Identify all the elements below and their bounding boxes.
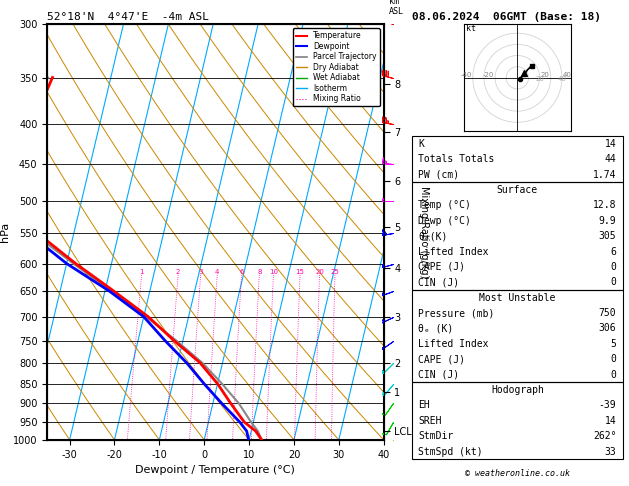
Text: Totals Totals: Totals Totals — [418, 154, 494, 164]
Text: Lifted Index: Lifted Index — [418, 339, 489, 349]
Text: © weatheronline.co.uk: © weatheronline.co.uk — [465, 469, 570, 479]
Text: 6: 6 — [239, 269, 243, 275]
Legend: Temperature, Dewpoint, Parcel Trajectory, Dry Adiabat, Wet Adiabat, Isotherm, Mi: Temperature, Dewpoint, Parcel Trajectory… — [292, 28, 380, 106]
Text: 20: 20 — [315, 269, 324, 275]
Text: 1.74: 1.74 — [593, 170, 616, 179]
Bar — [412, 182, 623, 290]
Text: 40: 40 — [563, 71, 572, 78]
Text: PW (cm): PW (cm) — [418, 170, 459, 179]
Text: 15: 15 — [296, 269, 304, 275]
Text: 14: 14 — [604, 139, 616, 149]
Text: 8: 8 — [257, 269, 262, 275]
Text: 3: 3 — [198, 269, 203, 275]
Bar — [412, 290, 623, 382]
Text: Pressure (mb): Pressure (mb) — [418, 308, 494, 318]
Text: CIN (J): CIN (J) — [418, 278, 459, 287]
Bar — [412, 382, 623, 459]
Text: 2: 2 — [176, 269, 181, 275]
Bar — [412, 136, 623, 182]
Text: 08.06.2024  06GMT (Base: 18): 08.06.2024 06GMT (Base: 18) — [412, 12, 601, 22]
Text: SREH: SREH — [418, 416, 442, 426]
Text: K: K — [418, 139, 424, 149]
Text: 12.8: 12.8 — [593, 200, 616, 210]
Text: Temp (°C): Temp (°C) — [418, 200, 471, 210]
Text: Hodograph: Hodograph — [491, 385, 544, 395]
Text: 750: 750 — [599, 308, 616, 318]
Text: -40: -40 — [460, 71, 472, 78]
Text: 44: 44 — [604, 154, 616, 164]
Text: Lifted Index: Lifted Index — [418, 246, 489, 257]
Text: θₑ(K): θₑ(K) — [418, 231, 448, 241]
Y-axis label: Mixing Ratio (g/kg): Mixing Ratio (g/kg) — [418, 186, 428, 278]
Text: 4: 4 — [215, 269, 220, 275]
Y-axis label: hPa: hPa — [0, 222, 10, 242]
Text: Dewp (°C): Dewp (°C) — [418, 216, 471, 226]
Text: 0: 0 — [611, 278, 616, 287]
Text: CAPE (J): CAPE (J) — [418, 262, 465, 272]
Text: θₑ (K): θₑ (K) — [418, 324, 454, 333]
Text: 6: 6 — [611, 246, 616, 257]
Text: 305: 305 — [599, 231, 616, 241]
Text: 306: 306 — [599, 324, 616, 333]
Text: 25: 25 — [331, 269, 339, 275]
Text: 33: 33 — [604, 447, 616, 456]
Text: CAPE (J): CAPE (J) — [418, 354, 465, 364]
Text: Surface: Surface — [497, 185, 538, 195]
Text: EH: EH — [418, 400, 430, 410]
Text: 1: 1 — [140, 269, 144, 275]
Text: StmDir: StmDir — [418, 431, 454, 441]
Text: CIN (J): CIN (J) — [418, 370, 459, 380]
Text: km
ASL: km ASL — [389, 0, 404, 16]
Text: 20: 20 — [535, 76, 544, 82]
Text: 14: 14 — [604, 416, 616, 426]
Text: 10: 10 — [269, 269, 278, 275]
Text: 40: 40 — [557, 76, 566, 82]
Text: 5: 5 — [611, 339, 616, 349]
Text: 262°: 262° — [593, 431, 616, 441]
Text: 0: 0 — [611, 262, 616, 272]
Text: 20: 20 — [541, 71, 550, 78]
Text: Most Unstable: Most Unstable — [479, 293, 555, 303]
Text: 0: 0 — [611, 354, 616, 364]
Text: 9.9: 9.9 — [599, 216, 616, 226]
Text: -39: -39 — [599, 400, 616, 410]
Text: 52°18'N  4°47'E  -4m ASL: 52°18'N 4°47'E -4m ASL — [47, 12, 209, 22]
X-axis label: Dewpoint / Temperature (°C): Dewpoint / Temperature (°C) — [135, 465, 296, 475]
Text: -20: -20 — [482, 71, 494, 78]
Text: StmSpd (kt): StmSpd (kt) — [418, 447, 483, 456]
Text: 0: 0 — [611, 370, 616, 380]
Text: kt: kt — [466, 24, 476, 33]
